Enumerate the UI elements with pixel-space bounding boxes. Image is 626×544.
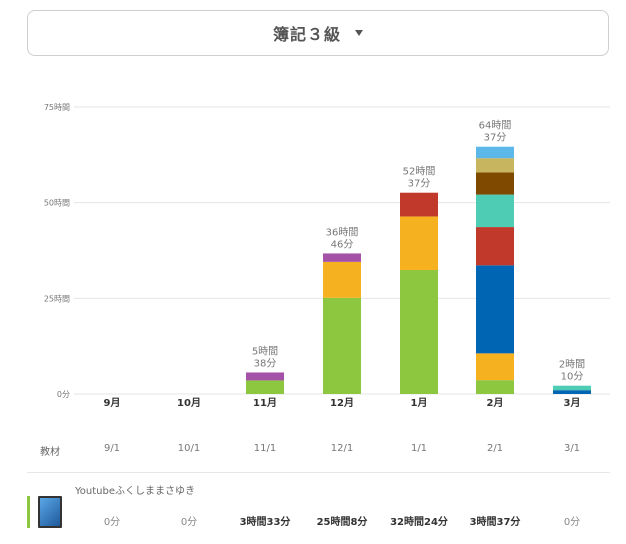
subject-title: 簿記３級 [272, 25, 341, 44]
bar-segment [400, 216, 438, 271]
y-tick-label: 0分 [57, 390, 70, 399]
subject-selector[interactable]: 簿記３級 [27, 10, 609, 56]
material-month-value: 32時間24分 [390, 517, 448, 528]
material-month-value: 25時間8分 [316, 517, 368, 528]
month-date: 2/1 [486, 443, 504, 454]
total-minutes-label: 10分 [561, 371, 584, 383]
total-minutes-label: 38分 [254, 357, 277, 369]
bar-segment [476, 353, 514, 381]
total-minutes-label: 37分 [408, 178, 431, 190]
bar-segment [553, 390, 591, 394]
month-date: 3/1 [563, 443, 581, 454]
bar-segment [476, 380, 514, 394]
total-minutes-label: 46分 [331, 238, 354, 250]
bar-segment [476, 194, 514, 228]
month-label: 9月 [104, 397, 121, 409]
y-tick-label: 25時間 [44, 294, 70, 303]
bar-segment [323, 261, 361, 298]
total-hours-label: 2時間 [559, 359, 585, 371]
month-label: 12月 [330, 397, 354, 409]
month-date: 10/1 [177, 443, 201, 454]
y-tick-label: 75時間 [44, 103, 70, 112]
bar-segment [476, 265, 514, 354]
total-hours-label: 52時間 [403, 166, 436, 178]
bar-segment [323, 297, 361, 394]
month-label: 1月 [411, 397, 428, 409]
material-month-value: 0分 [103, 517, 121, 528]
divider [27, 472, 610, 473]
bar-segment [323, 253, 361, 262]
month-label: 11月 [253, 397, 277, 409]
bar-segment [476, 172, 514, 195]
material-month-value: 3時間37分 [469, 517, 521, 528]
total-hours-label: 5時間 [252, 345, 278, 357]
month-date: 12/1 [330, 443, 354, 454]
month-date: 11/1 [253, 443, 277, 454]
bar-segment [246, 372, 284, 381]
material-month-value: 0分 [563, 517, 581, 528]
month-label: 10月 [177, 397, 201, 409]
bar-segment [400, 270, 438, 394]
material-name[interactable]: Youtubeふくしままさゆき [75, 486, 195, 497]
month-label: 2月 [487, 397, 504, 409]
material-color-bar [27, 496, 30, 528]
bar-segment [553, 385, 591, 391]
month-date: 1/1 [410, 443, 428, 454]
total-minutes-label: 37分 [484, 132, 507, 144]
material-month-value: 0分 [180, 517, 198, 528]
material-month-value: 3時間33分 [239, 517, 291, 528]
bar-segment [476, 227, 514, 266]
total-hours-label: 64時間 [479, 120, 512, 132]
book-icon[interactable] [38, 496, 62, 528]
bar-segment [476, 146, 514, 159]
material-row-label: 教材 [40, 447, 60, 458]
y-tick-label: 50時間 [44, 199, 70, 208]
bar-segment [400, 192, 438, 217]
total-hours-label: 36時間 [326, 226, 359, 238]
bar-segment [476, 158, 514, 173]
month-label: 3月 [564, 397, 581, 409]
bar-segment [246, 380, 284, 394]
month-date: 9/1 [103, 443, 121, 454]
caret-down-icon [355, 30, 363, 36]
